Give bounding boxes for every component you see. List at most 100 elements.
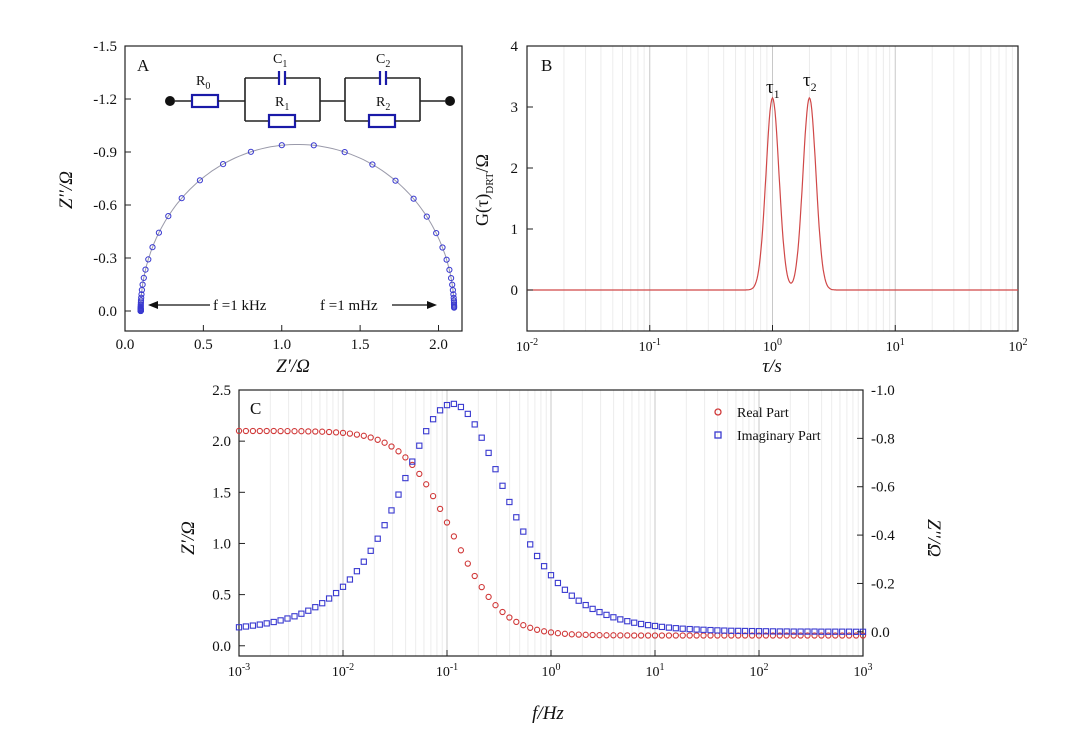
imaginary-part-point [790, 628, 797, 635]
series-real-part [235, 427, 867, 639]
drt-curve [527, 96, 1018, 291]
real-part-point [416, 470, 423, 478]
nyquist-point [449, 281, 456, 288]
panel-b-ytick-label: 3 [511, 100, 519, 116]
imaginary-part-point [735, 627, 742, 635]
real-part-point [783, 632, 790, 639]
real-part-point [312, 428, 319, 435]
imaginary-part-point [797, 628, 804, 635]
panel-c-xtick-label: 10-1 [436, 662, 458, 680]
panel-a-xtick-label: 1.0 [272, 337, 291, 353]
real-part-point [367, 434, 374, 441]
panel-b-xtick-label: 101 [886, 337, 905, 355]
imaginary-part-point [513, 514, 520, 521]
imaginary-part-point [769, 628, 777, 635]
panel-a-ytick-label: -0.9 [93, 145, 117, 161]
nyquist-point [448, 275, 455, 282]
imaginary-part-point [714, 627, 721, 634]
real-part-point [263, 427, 270, 435]
imaginary-part-point [845, 628, 853, 635]
imaginary-part-point [409, 458, 416, 465]
real-part-point [547, 629, 555, 636]
panel-a-xtick-label: 0.0 [116, 337, 135, 353]
imaginary-part-point [450, 400, 458, 408]
panel-b-label: B [541, 56, 552, 75]
real-part-point [852, 632, 860, 639]
panel-b-grid [526, 46, 1013, 331]
imaginary-part-point [839, 628, 846, 635]
imaginary-part-point [319, 600, 326, 607]
panel-a-label: A [137, 56, 150, 75]
nyquist-point [196, 177, 203, 184]
panel-c-ylabel-right: Z′′/Ω [923, 519, 944, 557]
imaginary-part-point [325, 595, 333, 602]
real-part-point [839, 632, 846, 639]
nyquist-point [278, 142, 285, 149]
arrow-right-head [427, 301, 437, 309]
real-part-point [499, 608, 506, 616]
real-part-point [679, 632, 686, 639]
real-part-point [395, 448, 402, 455]
panel-a-ylabel: Z′′/Ω [56, 171, 77, 209]
real-part-point [672, 632, 679, 639]
label-r0: R0 [196, 74, 210, 92]
real-part-point [235, 427, 243, 435]
real-part-point [735, 632, 742, 639]
panel-c-xtick-label: 10-2 [332, 662, 354, 680]
imaginary-part-point [402, 474, 409, 482]
imaginary-part-point [700, 626, 707, 633]
real-part-point [610, 632, 617, 639]
panel-c-xtick-label: 100 [542, 662, 561, 680]
imaginary-part-point [818, 628, 825, 635]
panel-c-ytick-label-right: -0.6 [871, 480, 895, 496]
real-part-point [568, 631, 575, 638]
imaginary-part-point [471, 421, 478, 428]
imaginary-part-point [346, 576, 354, 583]
series-imaginary-part [235, 400, 867, 635]
real-part-point [797, 632, 804, 639]
imaginary-part-point [332, 589, 340, 597]
real-part-point [291, 428, 298, 435]
imaginary-part-point [568, 592, 575, 599]
real-part-point [284, 427, 291, 435]
nyquist-point [247, 148, 254, 155]
watermark-text: 公众号 · 知乎 @实验狂城秋气晚 [620, 679, 934, 704]
imaginary-part-point [506, 498, 513, 506]
panel-c-label: C [250, 399, 261, 418]
panel-c-ytick-label-left: 1.0 [212, 536, 231, 552]
nyquist-point [145, 256, 152, 263]
arrow-left-head [148, 301, 158, 309]
imaginary-part-point [443, 401, 451, 409]
imaginary-part-point [367, 547, 374, 554]
imaginary-part-point [423, 428, 430, 435]
real-part-point [492, 602, 499, 609]
real-part-point [443, 519, 451, 526]
imaginary-part-point [707, 626, 714, 634]
imaginary-part-point [277, 617, 284, 624]
imaginary-part-point [464, 410, 471, 418]
label-c1: C1 [273, 52, 287, 70]
panel-c-xtick-label: 10-3 [228, 662, 250, 680]
imaginary-part-point [263, 620, 270, 627]
real-part-point [506, 614, 513, 621]
panel-c-ytick-label-right: -0.8 [871, 431, 895, 447]
panel-b-xtick-label: 10-2 [516, 337, 538, 355]
real-part-point [540, 628, 548, 635]
panel-b-ytick-label: 1 [511, 222, 519, 238]
nyquist-point [310, 142, 317, 149]
real-part-point [256, 427, 263, 435]
panel-b-xtick-label: 10-1 [639, 337, 661, 355]
real-part-point [319, 428, 326, 435]
panel-c-xtick-label: 102 [750, 662, 769, 680]
nyquist-point [137, 307, 144, 315]
nyquist-point [450, 294, 457, 301]
annotation-1khz: f =1 kHz [213, 298, 267, 314]
imaginary-part-point [554, 579, 562, 587]
circuit-terminal-right [445, 96, 455, 106]
nyquist-point [443, 256, 450, 263]
real-part-point [325, 428, 333, 436]
real-part-point [554, 630, 562, 637]
real-part-point [603, 632, 610, 639]
panel-c-ylabel-left: Z′/Ω [178, 521, 199, 555]
imaginary-part-point [603, 611, 610, 619]
